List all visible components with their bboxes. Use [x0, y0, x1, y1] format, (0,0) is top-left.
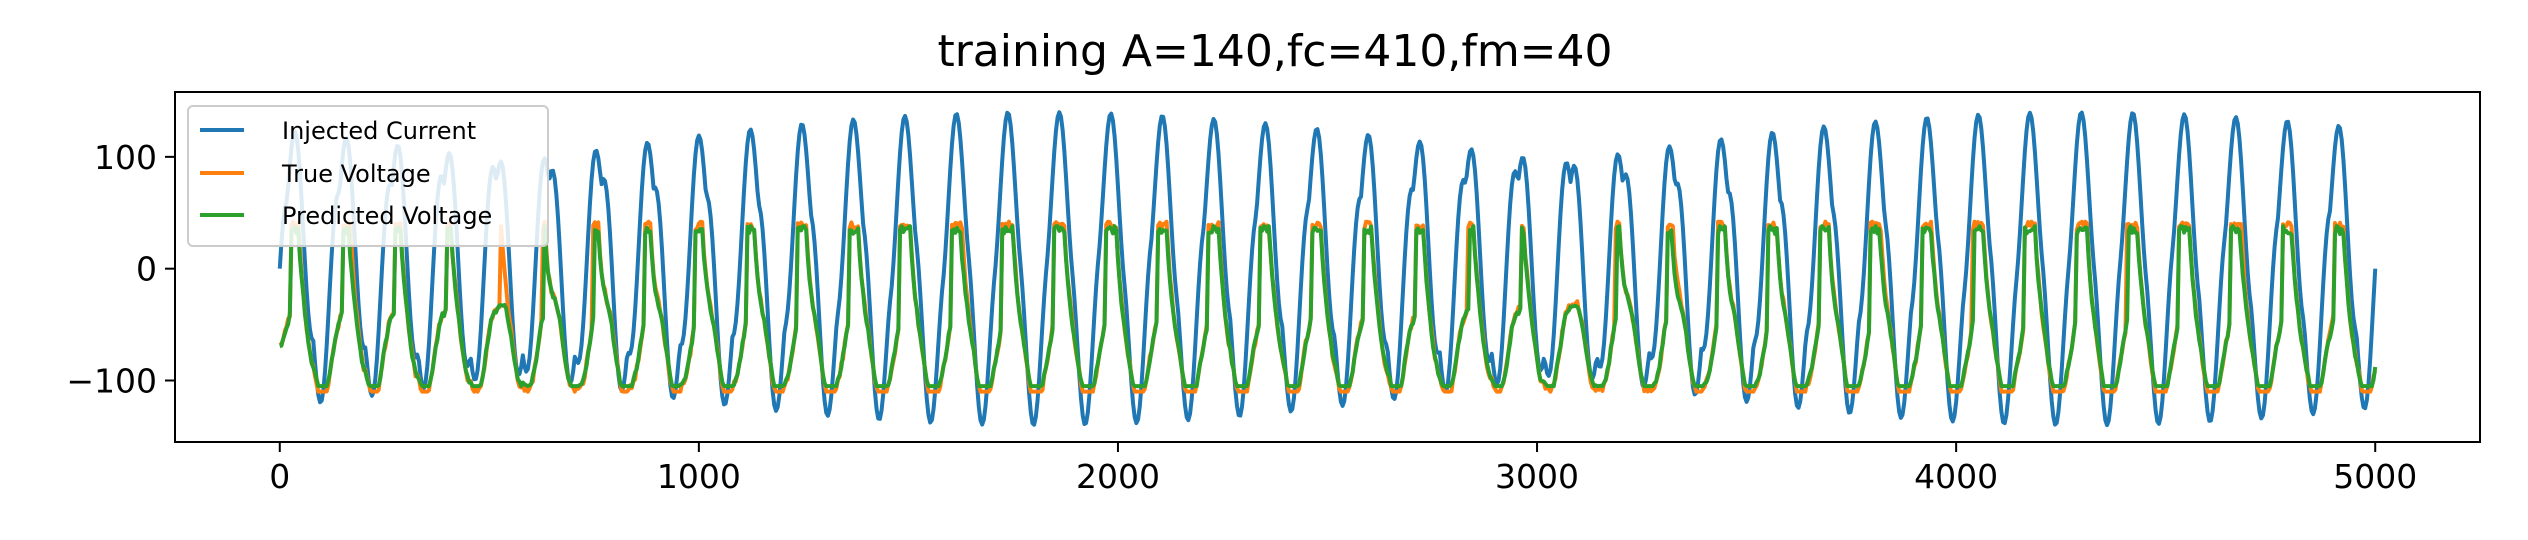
x-tick-label: 0	[269, 457, 290, 496]
x-tick-label: 4000	[1914, 457, 1998, 496]
legend-label-predicted-voltage: Predicted Voltage	[282, 202, 492, 230]
chart-title: training A=140,fc=410,fm=40	[937, 26, 1612, 77]
y-tick-label: −100	[66, 361, 157, 400]
x-tick-label: 5000	[2333, 457, 2417, 496]
legend-label-true-voltage: True Voltage	[281, 160, 431, 188]
legend: Injected Current True Voltage Predicted …	[188, 106, 548, 246]
x-tick-label: 3000	[1495, 457, 1579, 496]
legend-label-injected-current: Injected Current	[282, 117, 476, 145]
x-tick-label: 1000	[657, 457, 741, 496]
y-tick-label: 0	[136, 250, 157, 289]
x-tick-label: 2000	[1076, 457, 1160, 496]
y-tick-label: 100	[94, 138, 157, 177]
